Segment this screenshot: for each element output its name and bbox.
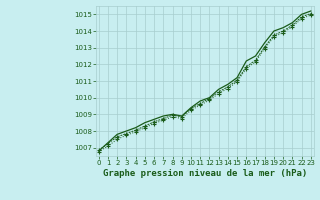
X-axis label: Graphe pression niveau de la mer (hPa): Graphe pression niveau de la mer (hPa) — [103, 169, 307, 178]
